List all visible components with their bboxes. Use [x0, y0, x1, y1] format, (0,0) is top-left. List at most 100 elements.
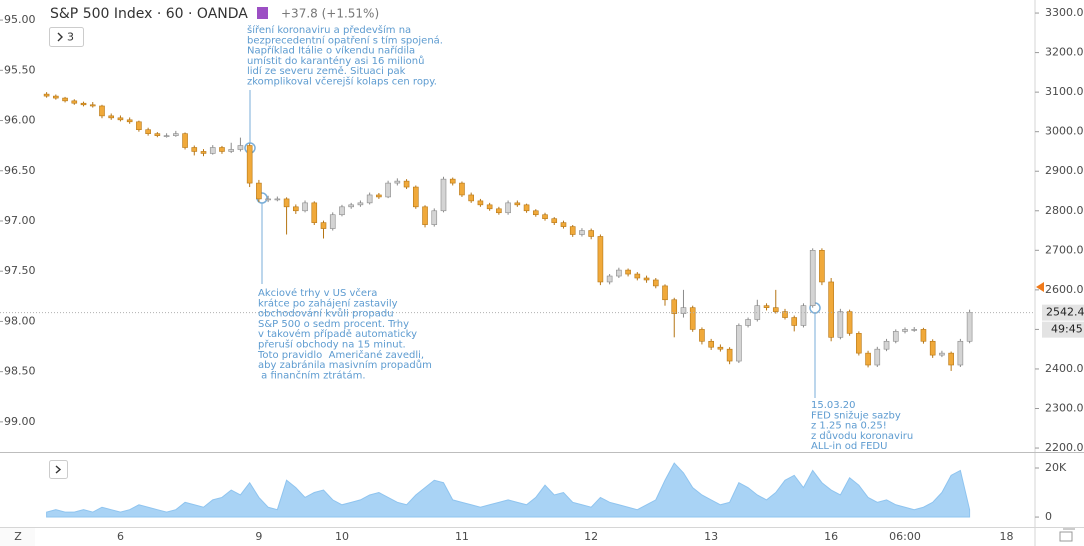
candle-body: [209, 147, 216, 154]
candle-body: [745, 319, 751, 326]
candle-body: [449, 178, 456, 184]
candle-body: [302, 202, 308, 212]
candle-body: [856, 333, 862, 354]
candle-body: [911, 329, 918, 331]
candle-body: [708, 340, 714, 348]
candle-body: [256, 182, 262, 200]
y2-tick-label: 99.00: [4, 415, 36, 428]
annotation-text: zkomplikoval včerejší kolaps cen ropy.: [247, 76, 437, 88]
candle-body: [89, 104, 96, 107]
candle-body: [53, 95, 59, 99]
candle-body: [939, 352, 945, 356]
candle-body: [228, 149, 234, 152]
candle-body: [283, 198, 290, 208]
y2-tick-label: 96.00: [4, 114, 36, 127]
annotation-text: 15.03.20: [811, 400, 856, 411]
tz-button[interactable]: Z: [14, 530, 22, 543]
candle-body: [99, 105, 105, 117]
annotation-text: obchodování kvůli propadu: [258, 308, 394, 320]
y-tick-label: 3300.0: [1045, 6, 1084, 19]
candle-body: [422, 206, 428, 225]
alert-marker: [1036, 282, 1044, 292]
volume-tick-label: 20K: [1045, 461, 1067, 474]
x-tick-label: 11: [455, 530, 469, 543]
candle-body: [819, 250, 825, 283]
annotation-text: krátce po zahájení zastavily: [258, 297, 398, 309]
y-tick-label: 2400.0: [1045, 362, 1084, 375]
candle-body: [542, 214, 548, 219]
candle-body: [791, 317, 798, 326]
candle-body: [505, 202, 511, 214]
annotation-text: šíření koronaviru a především na: [247, 24, 411, 36]
tz-box[interactable]: [0, 528, 35, 546]
button[interactable]: [49, 27, 84, 47]
candle-body: [957, 340, 964, 366]
candle-body: [579, 230, 585, 235]
candle-body: [43, 93, 50, 97]
annotation-text: z 1.25 na 0.25!: [811, 421, 887, 432]
candle-body: [265, 198, 271, 201]
annotation-text: ALL-in od FEDU: [811, 441, 887, 452]
settings-icon[interactable]: [1059, 528, 1075, 542]
candle-body: [892, 331, 899, 342]
y2-tick-label: 98.00: [4, 314, 36, 327]
candle-body: [385, 182, 391, 198]
candle-body: [293, 206, 299, 212]
candle-body: [274, 198, 281, 201]
candle-body: [782, 311, 788, 318]
candle-body: [117, 117, 124, 121]
candle-body: [920, 329, 927, 342]
flag[interactable]: [257, 7, 268, 19]
candle-body: [357, 202, 364, 206]
y-tick-label: 2200.0: [1045, 441, 1084, 454]
candle-body: [339, 206, 345, 216]
candle-body: [182, 133, 188, 148]
candle-body: [126, 119, 133, 123]
candle-body: [376, 194, 382, 198]
button[interactable]: [49, 460, 68, 479]
candle-body: [800, 305, 807, 326]
countdown: 49:45: [1051, 323, 1083, 336]
candle-body: [80, 102, 87, 106]
annotation-text: Toto pravidlo Američané zavedli,: [257, 349, 424, 361]
candle-body: [486, 204, 493, 210]
candle-body: [763, 305, 770, 308]
y-tick-label: 2900.0: [1045, 164, 1084, 177]
candle-body: [597, 236, 604, 283]
change: +37.8 (+1.51%): [281, 7, 379, 21]
last-price-label: 2542.4: [1046, 306, 1084, 319]
y2-tick-label: 98.50: [4, 365, 36, 378]
candle-body: [523, 204, 530, 212]
candle-body: [948, 352, 954, 366]
candle-body: [320, 222, 327, 229]
annotation-text: v takovém případě automaticky: [258, 328, 417, 340]
candle-body: [200, 151, 207, 154]
candle-body: [62, 97, 68, 102]
candle-body: [311, 202, 318, 223]
volume-tick-label: 0: [1045, 510, 1052, 523]
candle-body: [717, 346, 724, 350]
annotation-text: přeruší obchody na 15 minut.: [258, 339, 406, 351]
candle-body: [772, 307, 779, 312]
candle-body: [431, 210, 438, 225]
x-tick-label: 06:00: [889, 530, 921, 543]
candle-body: [459, 182, 465, 196]
x-tick-label: 6: [117, 530, 124, 543]
candle-body: [736, 325, 742, 362]
candle-body: [136, 121, 142, 131]
volume-toggle[interactable]: [49, 460, 68, 479]
y2-tick-label: 95.50: [4, 63, 36, 76]
candle-body: [652, 279, 659, 287]
candle-body: [616, 269, 622, 277]
countdown-box: [1042, 321, 1084, 338]
candle-body: [440, 178, 447, 212]
candle-body: [394, 180, 401, 184]
annotation-text: bezprecedentní opatření s tím spojená.: [247, 34, 443, 46]
candle-body: [606, 275, 613, 283]
indicator-toggle[interactable]: 3: [49, 27, 84, 47]
x-tick-label: 18: [1000, 530, 1014, 543]
annotation-text: FED snižuje sazby: [811, 409, 901, 421]
candle-body: [477, 200, 484, 206]
candle-body: [726, 348, 733, 362]
